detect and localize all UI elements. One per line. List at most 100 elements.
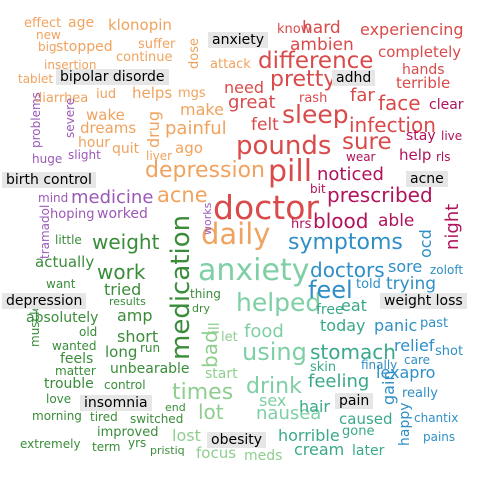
word-bit: bit <box>310 182 326 196</box>
word-hair: hair <box>299 397 330 416</box>
word-drink: drink <box>246 374 302 399</box>
word-anxiety: anxiety <box>198 253 310 288</box>
word-panic: panic <box>374 316 418 335</box>
word-depression: depression <box>145 158 266 183</box>
label-weight-loss: weight loss <box>380 293 467 309</box>
word-really: really <box>402 386 438 401</box>
word-stopped: stopped <box>56 39 113 55</box>
word-diarrhea: diarrhea <box>34 91 89 106</box>
label-depression: depression <box>2 293 87 309</box>
word-face: face <box>378 91 421 115</box>
word-sure: sure <box>342 129 392 155</box>
word-clear: clear <box>429 97 464 113</box>
word-pains: pains <box>423 430 456 444</box>
word-long: long <box>105 343 138 361</box>
word-experiencing: experiencing <box>360 20 464 39</box>
word-tried: tried <box>104 280 142 299</box>
word-helped: helped <box>236 288 322 317</box>
word-klonopin: klonopin <box>108 16 172 34</box>
word-hands: hands <box>402 62 445 78</box>
word-huge: huge <box>32 152 63 166</box>
word-extremely: extremely <box>20 437 81 451</box>
word-switched: switched <box>130 412 184 426</box>
word-results: results <box>109 295 146 308</box>
word-little: little <box>55 233 82 247</box>
word-relief: relief <box>394 336 435 355</box>
word-meds: meds <box>244 448 283 464</box>
word-age: age <box>68 15 95 31</box>
word-attack: attack <box>210 57 251 72</box>
word-pill: pill <box>268 154 313 189</box>
word-want: want <box>46 277 76 291</box>
word-far: far <box>350 85 375 106</box>
word-dry: dry <box>192 302 211 315</box>
word-terrible: terrible <box>396 74 451 92</box>
word-finally: finally <box>361 358 398 372</box>
word-old: old <box>79 325 98 339</box>
word-care: care <box>404 353 431 367</box>
word-food: food <box>244 321 284 342</box>
word-make: make <box>180 100 224 119</box>
label-adhd: adhd <box>332 70 376 86</box>
word-completely: completely <box>378 43 462 61</box>
word-lot: lot <box>198 400 224 424</box>
word-daily: daily <box>201 217 271 251</box>
word-noticed: noticed <box>317 164 384 185</box>
word-today: today <box>320 316 366 335</box>
word-pretty: pretty <box>270 67 337 92</box>
word-feeling: feeling <box>308 371 370 392</box>
word-morning: morning <box>32 409 82 423</box>
word-suffer: suffer <box>138 37 176 52</box>
word-using: using <box>242 338 307 366</box>
word-works: works <box>201 202 214 235</box>
word-severe: severe <box>63 97 77 138</box>
word-later: later <box>352 443 385 459</box>
word-horrible: horrible <box>278 426 340 445</box>
word-ambien: ambien <box>290 35 354 55</box>
word-past: past <box>420 316 449 331</box>
word-hour: hour <box>78 135 111 151</box>
word-shot: shot <box>435 344 464 359</box>
word-short: short <box>117 327 159 346</box>
word-muscle: muscle <box>28 304 42 347</box>
word-weight: weight <box>92 230 160 254</box>
word-bad: bad <box>198 330 222 368</box>
word-amp: amp <box>117 306 153 325</box>
word-liver: liver <box>146 149 173 163</box>
word-term: term <box>92 440 121 454</box>
label-birth-control: birth control <box>2 172 96 188</box>
word-gain: gain <box>379 370 398 405</box>
word-know: know <box>277 22 312 37</box>
word-wake: wake <box>86 106 125 124</box>
label-pain: pain <box>335 393 374 409</box>
word-quit: quit <box>112 141 140 157</box>
word-hoping: hoping <box>50 207 95 222</box>
word-help: help <box>399 146 432 164</box>
word-ago: ago <box>175 139 203 157</box>
word-stomach: stomach <box>310 340 396 364</box>
word-zoloft: zoloft <box>430 263 464 277</box>
word-effect: effect <box>24 16 62 31</box>
word-pristiq: pristiq <box>150 444 185 457</box>
word-need: need <box>224 78 264 97</box>
word-cream: cream <box>294 440 345 459</box>
word-live: live <box>441 129 463 143</box>
word-dose: dose <box>187 38 202 69</box>
word-happy: happy <box>397 402 413 446</box>
word-tramadol: tramadol <box>38 204 52 259</box>
word-drug: drug <box>144 110 163 148</box>
word-focus: focus <box>196 444 237 462</box>
word-insertion: insertion <box>44 58 97 72</box>
label-obesity: obesity <box>207 432 267 448</box>
word-gone: gone <box>342 424 375 439</box>
word-iud: iud <box>96 87 117 102</box>
word-nausea: nausea <box>256 403 322 424</box>
word-hard: hard <box>302 18 341 38</box>
word-work: work <box>97 260 146 284</box>
word-sleep: sleep <box>282 100 349 129</box>
word-mind: mind <box>38 191 69 205</box>
word-great: great <box>228 92 276 113</box>
word-trouble: trouble <box>44 376 94 392</box>
word-doctor: doctor <box>213 188 319 227</box>
